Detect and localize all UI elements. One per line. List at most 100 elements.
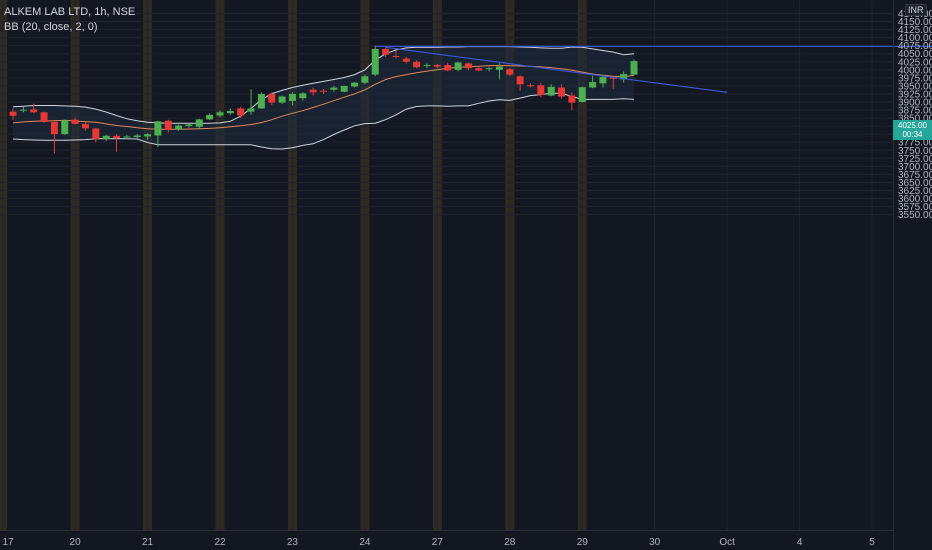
candle-down[interactable]: [30, 103, 38, 114]
symbol-title[interactable]: ALKEM LAB LTD, 1h, NSE: [4, 6, 136, 18]
candle-body: [433, 64, 441, 67]
candle-body: [547, 86, 555, 96]
candle-down[interactable]: [40, 111, 48, 123]
candle-up[interactable]: [144, 133, 152, 140]
candle-down[interactable]: [392, 50, 400, 59]
price-axis[interactable]: 3550.003575.003600.003625.003650.003675.…: [898, 9, 932, 221]
time-tick-label: 27: [432, 537, 444, 548]
candle-down[interactable]: [382, 47, 390, 57]
candle-body: [630, 61, 638, 75]
candle-down[interactable]: [320, 89, 327, 94]
price-tick-label: 4150.00: [898, 17, 932, 28]
candle-up[interactable]: [423, 63, 431, 69]
candle-up[interactable]: [123, 134, 131, 140]
candle-down[interactable]: [50, 121, 58, 154]
candles[interactable]: [9, 45, 638, 154]
candle-down[interactable]: [527, 83, 534, 88]
candle-up[interactable]: [578, 86, 586, 103]
candle-up[interactable]: [547, 84, 555, 97]
candle-up[interactable]: [175, 124, 183, 131]
candle-down[interactable]: [81, 121, 89, 131]
candle-body: [444, 64, 452, 71]
candle-down[interactable]: [92, 127, 100, 143]
candle-up[interactable]: [19, 106, 27, 113]
candle-down[interactable]: [506, 68, 514, 77]
candle-up[interactable]: [61, 119, 69, 135]
price-tick-label: 3575.00: [898, 202, 932, 213]
indicator-label[interactable]: BB (20, close, 2, 0): [4, 21, 98, 33]
candle-body: [413, 61, 421, 68]
candle-down[interactable]: [464, 62, 472, 71]
candle-down[interactable]: [237, 106, 245, 119]
time-tick-label: 4: [797, 537, 803, 548]
candle-body: [609, 77, 617, 79]
candle-up[interactable]: [216, 110, 224, 118]
candle-body: [382, 48, 390, 55]
candle-up[interactable]: [288, 92, 296, 106]
candle-body: [361, 76, 369, 83]
candle-up[interactable]: [226, 108, 234, 115]
price-tick-label: 3650.00: [898, 178, 932, 189]
candle-down[interactable]: [433, 64, 441, 69]
candle-down[interactable]: [558, 84, 566, 99]
candle-up[interactable]: [247, 89, 255, 115]
candle-body: [599, 76, 607, 84]
candle-down[interactable]: [609, 76, 617, 90]
candle-up[interactable]: [340, 85, 348, 93]
candle-body: [175, 125, 183, 130]
candle-body: [9, 111, 17, 116]
price-tick-label: 3875.00: [898, 106, 932, 117]
time-axis[interactable]: 17 20 21 22 23 24 27 28 29 30 Oct 4 5: [2, 537, 875, 548]
candle-up[interactable]: [351, 82, 359, 88]
price-tick-label: 3900.00: [898, 97, 932, 108]
candle-body: [195, 119, 203, 127]
candle-down[interactable]: [444, 62, 452, 72]
candle-down[interactable]: [9, 108, 17, 120]
candle-down[interactable]: [268, 92, 276, 106]
bollinger-upper-band[interactable]: [12, 46, 635, 124]
candle-down[interactable]: [537, 82, 545, 98]
price-tick-label: 3725.00: [898, 154, 932, 165]
candle-down[interactable]: [113, 134, 120, 152]
candle-up[interactable]: [299, 92, 307, 101]
time-tick-label: 20: [70, 537, 82, 548]
candle-body: [330, 87, 338, 90]
candle-up[interactable]: [599, 74, 607, 88]
candle-down[interactable]: [164, 119, 172, 133]
candle-up[interactable]: [154, 120, 162, 148]
candle-body: [164, 120, 172, 130]
candle-up[interactable]: [454, 61, 462, 72]
candle-up[interactable]: [371, 45, 379, 77]
candle-up[interactable]: [589, 75, 597, 89]
time-tick-label: 24: [359, 537, 371, 548]
currency-label[interactable]: INR: [905, 4, 927, 16]
candle-down[interactable]: [309, 87, 317, 96]
candle-up[interactable]: [206, 113, 214, 121]
candle-body: [102, 135, 110, 140]
trendlines[interactable]: [375, 45, 932, 93]
candle-down[interactable]: [475, 66, 483, 72]
candle-up[interactable]: [257, 92, 265, 110]
candle-down[interactable]: [402, 56, 410, 64]
candle-down[interactable]: [516, 75, 524, 91]
candle-up[interactable]: [485, 66, 493, 72]
candle-up[interactable]: [133, 134, 141, 140]
candle-down[interactable]: [71, 117, 79, 125]
candle-up[interactable]: [195, 118, 203, 130]
candle-up[interactable]: [185, 123, 193, 128]
candle-down[interactable]: [413, 60, 421, 69]
candle-up[interactable]: [495, 63, 503, 80]
candle-up[interactable]: [630, 59, 638, 76]
trendline-descending[interactable]: [385, 46, 728, 93]
candle-up[interactable]: [361, 74, 369, 85]
time-tick-label: 30: [649, 537, 661, 548]
candle-body: [495, 66, 503, 70]
candle-body: [268, 93, 276, 103]
time-tick-label: 5: [869, 537, 875, 548]
candle-up[interactable]: [102, 134, 110, 142]
candle-down[interactable]: [568, 92, 576, 111]
candle-up[interactable]: [278, 95, 286, 104]
candle-up[interactable]: [330, 85, 338, 92]
candle-up[interactable]: [620, 71, 628, 83]
